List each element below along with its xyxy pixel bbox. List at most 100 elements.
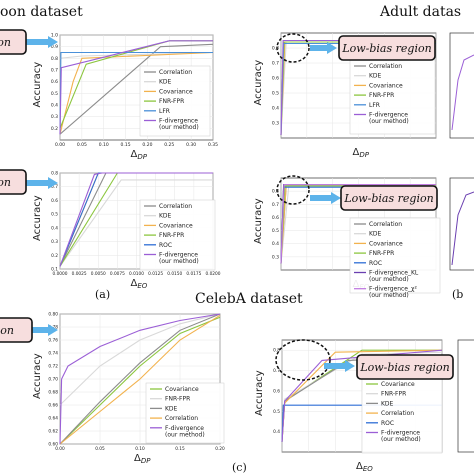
y-tick-label: 0.9	[51, 44, 58, 50]
legend-label: LFR	[369, 102, 380, 109]
series-line	[59, 313, 221, 445]
y-tick-label: 0.4	[51, 103, 58, 109]
region-box	[338, 35, 436, 61]
legend-label: FNR-FPR	[369, 92, 394, 99]
y-tick-label: 0.68	[48, 390, 58, 396]
legend-label: F-divergence	[159, 252, 198, 259]
y-axis-label: Accuracy	[32, 195, 43, 241]
arrow-right-icon	[30, 324, 58, 336]
x-tick-label: 0.0050	[91, 271, 106, 277]
x-tick-label: 0.20	[215, 446, 225, 452]
legend-label: F-divergence	[165, 425, 204, 432]
panel-label-a: (a)	[95, 288, 110, 301]
legend-label: KDE	[165, 405, 178, 412]
y-tick-label: 0.62	[48, 429, 58, 435]
y-axis-label: Accuracy	[253, 60, 264, 106]
series-line	[59, 313, 221, 406]
low-bias-ellipse	[276, 175, 310, 205]
legend-label: (our method)	[165, 431, 205, 438]
y-tick-label: 0.7	[272, 61, 279, 67]
legend-label: F-divergence_KL	[369, 270, 419, 277]
legend-label: ROC	[381, 420, 394, 427]
x-axis-label: ΔDP	[353, 147, 370, 159]
x-tick-label: 0.0125	[148, 271, 163, 277]
y-tick-label: 0.4	[272, 241, 279, 247]
low-bias-region-partial-bottom: region	[0, 317, 33, 343]
low-bias-ellipse	[275, 339, 331, 381]
legend-label: Covariance	[369, 240, 403, 247]
y-tick-label: 0.5	[51, 212, 58, 218]
region-box	[340, 185, 438, 211]
y-tick-label: 0.8	[273, 348, 280, 354]
legend-label: (our method)	[369, 292, 409, 299]
low-bias-ellipse	[276, 33, 310, 63]
x-tick-label: 0.35	[208, 142, 218, 148]
series-line	[59, 40, 213, 135]
series-line	[59, 51, 214, 59]
arrow-right-icon	[310, 192, 341, 204]
series-line	[59, 179, 213, 267]
series-line	[59, 316, 221, 445]
y-tick-label: 0.7	[51, 184, 58, 190]
heading-orange-dataset: oon dataset	[0, 4, 83, 20]
x-tick-label: 0.05	[95, 446, 105, 452]
x-axis-label: ΔDP	[134, 453, 151, 465]
y-tick-label: 0.8	[272, 189, 279, 195]
x-tick-label: 0.0025	[72, 271, 87, 277]
y-axis-label: Accuracy	[32, 62, 43, 108]
legend-label: Correlation	[159, 69, 192, 76]
x-tick-label: 0.0100	[129, 271, 144, 277]
y-tick-label: 0.7	[273, 368, 280, 374]
heading-adult-dataset: Adult datas	[379, 4, 461, 20]
x-tick-label: 0.0200	[205, 271, 220, 277]
region-label: region	[0, 36, 11, 49]
series-line	[59, 172, 213, 267]
x-tick-label: 0.20	[142, 142, 152, 148]
y-tick-label: 0.60	[48, 442, 58, 448]
arrow-right-icon	[310, 42, 337, 54]
region-label: Low-bias region	[343, 192, 433, 205]
x-tick-label: 0.15	[175, 446, 185, 452]
y-tick-label: 0.6	[272, 215, 279, 221]
legend-label: Correlation	[369, 221, 402, 228]
y-tick-label: 0.7	[51, 68, 58, 74]
legend-label: KDE	[159, 213, 172, 220]
y-tick-label: 1.0	[51, 33, 58, 39]
legend-label: F-divergence	[369, 112, 408, 119]
y-tick-label: 0.6	[272, 76, 279, 82]
region-label: Low-bias region	[359, 361, 449, 374]
series-line	[59, 51, 214, 135]
y-tick-label: 0.6	[273, 388, 280, 394]
legend-label: FNR-FPR	[165, 396, 190, 403]
series-line	[451, 191, 474, 266]
y-tick-label: 0.4	[272, 106, 279, 112]
legend-label: ROC	[369, 260, 382, 267]
legend-label: Correlation	[159, 203, 192, 210]
x-tick-label: 0.30	[186, 142, 196, 148]
legend-label: F-divergence	[381, 430, 420, 437]
legend-label: (our method)	[369, 276, 409, 283]
y-tick-label: 0.1	[51, 267, 58, 273]
y-tick-label: 0.8	[272, 46, 279, 52]
arrow-right-icon	[24, 177, 58, 189]
arrow-right-icon	[324, 360, 355, 372]
legend-label: (our method)	[381, 436, 421, 443]
chart-orange-dp: 0.2 0.3 0.4 0.5 0.6 0.7 0.8 0.9 1.0 0.00 0.05 0.10 0…	[32, 33, 218, 162]
legend-label: Covariance	[381, 381, 415, 388]
region-box	[0, 29, 27, 55]
series-line	[59, 313, 221, 445]
legend-label: Covariance	[159, 88, 193, 95]
x-tick-label: 0.10	[99, 142, 109, 148]
low-bias-region-celeba-eo: Low-bias region	[356, 354, 454, 380]
y-axis-label: Accuracy	[253, 198, 264, 244]
legend-label: FNR-FPR	[159, 98, 184, 105]
x-tick-label: 0.0175	[186, 271, 201, 277]
legend-box	[349, 59, 436, 135]
legend-label: FNR-FPR	[381, 391, 406, 398]
series-line	[451, 54, 474, 131]
legend-label: F-divergence	[159, 118, 198, 125]
x-tick-label: 0.05	[77, 142, 87, 148]
legend-label: KDE	[381, 400, 394, 407]
y-tick-label: 0.72	[48, 364, 58, 370]
